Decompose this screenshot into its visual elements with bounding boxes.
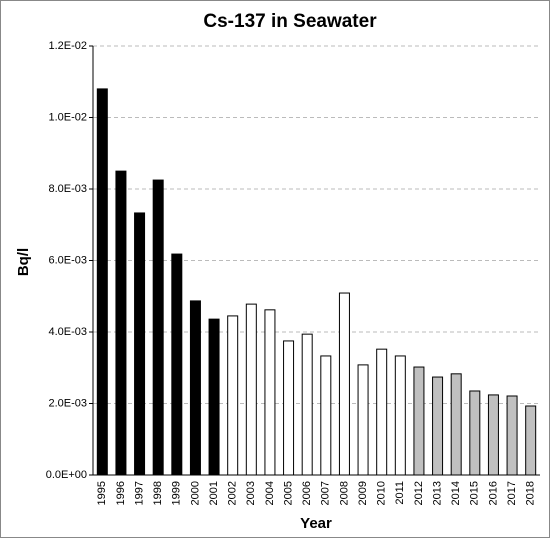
- chart-title: Cs-137 in Seawater: [203, 11, 377, 32]
- bar: [301, 333, 313, 476]
- bar: [320, 355, 332, 476]
- bar: [115, 170, 127, 476]
- x-tick-label: 2013: [431, 481, 443, 505]
- x-tick-label: 2007: [320, 481, 332, 505]
- bar: [469, 390, 481, 476]
- x-tick-label: 2009: [357, 481, 369, 505]
- x-tick-label: 2003: [245, 481, 257, 505]
- x-tick-label: 2018: [525, 481, 537, 505]
- bar: [376, 348, 388, 476]
- bar: [264, 309, 276, 476]
- bar: [171, 253, 183, 476]
- x-tick-label: 2010: [376, 481, 388, 505]
- x-tick-label: 1999: [171, 481, 183, 505]
- bar: [283, 340, 295, 476]
- x-tick-label: 2002: [227, 481, 239, 505]
- bar: [357, 364, 369, 476]
- x-tick-label: 2012: [413, 481, 425, 505]
- bar: [245, 303, 257, 476]
- x-tick-label: 1995: [96, 481, 108, 505]
- x-tick-label: 2004: [264, 481, 276, 505]
- x-tick-label: 2008: [338, 481, 350, 505]
- x-tick-label: 2016: [487, 481, 499, 505]
- x-tick-label: 1996: [115, 481, 127, 505]
- x-tick-label: 2011: [394, 481, 406, 505]
- x-axis-title: Year: [300, 515, 332, 532]
- y-tick-label: 6.0E-03: [48, 254, 87, 266]
- bar: [432, 376, 444, 476]
- bar: [338, 292, 350, 476]
- bar: [189, 300, 201, 476]
- x-tick-label: 2017: [506, 481, 518, 505]
- y-tick-label: 0.0E+00: [46, 469, 87, 481]
- bar: [506, 395, 518, 476]
- bar: [134, 212, 146, 476]
- y-axis-title: Bq/l: [15, 248, 32, 276]
- x-tick-label: 2001: [208, 481, 220, 505]
- y-tick-label: 1.2E-02: [48, 40, 87, 52]
- y-tick-label: 2.0E-03: [48, 397, 87, 409]
- bar: [525, 405, 537, 476]
- bar: [487, 394, 499, 476]
- bar: [152, 179, 164, 476]
- bar: [208, 318, 220, 476]
- x-tick-label: 2000: [189, 481, 201, 505]
- y-tick-label: 4.0E-03: [48, 326, 87, 338]
- bar: [413, 366, 425, 476]
- bar: [394, 355, 406, 476]
- x-tick-label: 2014: [450, 481, 462, 505]
- bar: [450, 373, 462, 476]
- x-tick-label: 1998: [152, 481, 164, 505]
- x-tick-label: 2006: [301, 481, 313, 505]
- y-tick-label: 8.0E-03: [48, 183, 87, 195]
- y-tick-label: 1.0E-02: [48, 111, 87, 123]
- x-tick-label: 2015: [469, 481, 481, 505]
- x-tick-label: 2005: [282, 481, 294, 505]
- bar: [227, 315, 239, 476]
- x-tick-label: 1997: [133, 481, 145, 505]
- bar: [96, 88, 108, 476]
